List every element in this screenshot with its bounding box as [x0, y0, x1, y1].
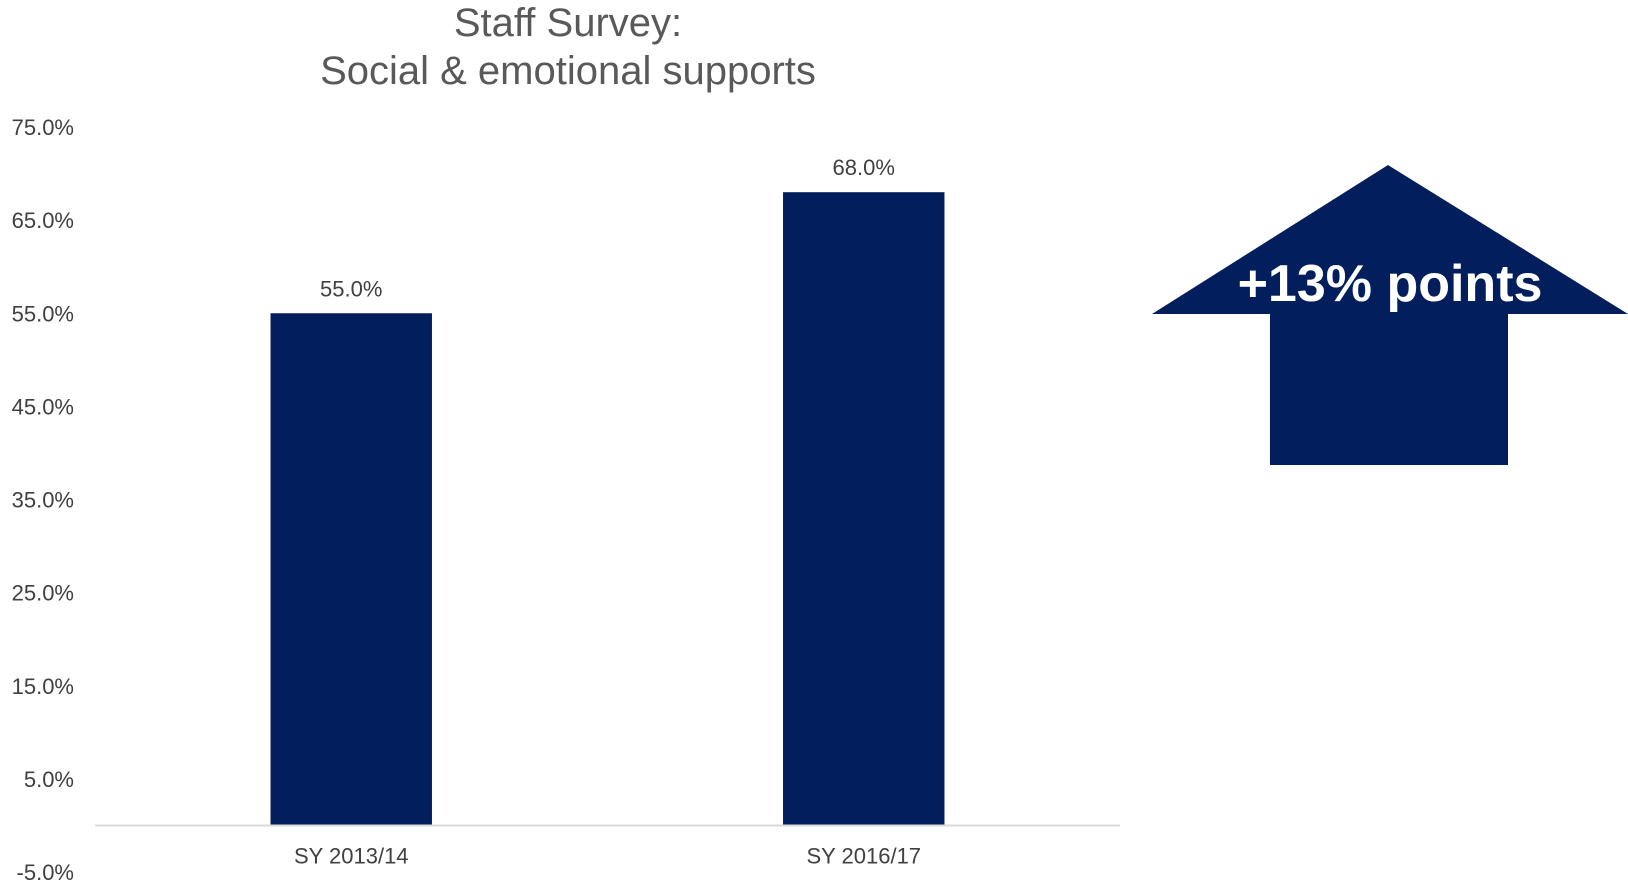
y-tick-label: 45.0%	[12, 394, 74, 419]
x-tick-label: SY 2013/14	[294, 843, 409, 868]
y-axis-tick-labels: 75.0% 65.0% 55.0% 45.0% 35.0% 25.0% 15.0% 5.0% -…	[12, 115, 74, 884]
callout-label: +13% points	[1238, 255, 1543, 313]
bar	[783, 192, 945, 826]
data-label: 55.0%	[320, 276, 382, 301]
data-label: 68.0%	[833, 155, 895, 180]
chart-title-line-1: Staff Survey:	[454, 1, 682, 45]
y-tick-label: -5.0%	[17, 860, 74, 884]
chart-title: Staff Survey: Social & emotional support…	[320, 1, 816, 93]
chart-title-line-2: Social & emotional supports	[320, 49, 816, 93]
x-tick-label: SY 2016/17	[806, 843, 921, 868]
bar-series	[270, 192, 945, 826]
y-tick-label: 75.0%	[12, 115, 74, 140]
data-labels: 55.0% 68.0%	[320, 155, 895, 301]
y-tick-label: 55.0%	[12, 301, 74, 326]
up-arrow-icon	[1152, 165, 1628, 465]
y-tick-label: 25.0%	[12, 581, 74, 606]
y-tick-label: 5.0%	[24, 767, 74, 792]
bar	[270, 313, 432, 826]
x-axis-category-labels: SY 2013/14 SY 2016/17	[294, 843, 921, 868]
y-tick-label: 15.0%	[12, 674, 74, 699]
up-arrow-callout: +13% points	[1152, 165, 1628, 465]
y-tick-label: 65.0%	[12, 208, 74, 233]
y-tick-label: 35.0%	[12, 488, 74, 513]
